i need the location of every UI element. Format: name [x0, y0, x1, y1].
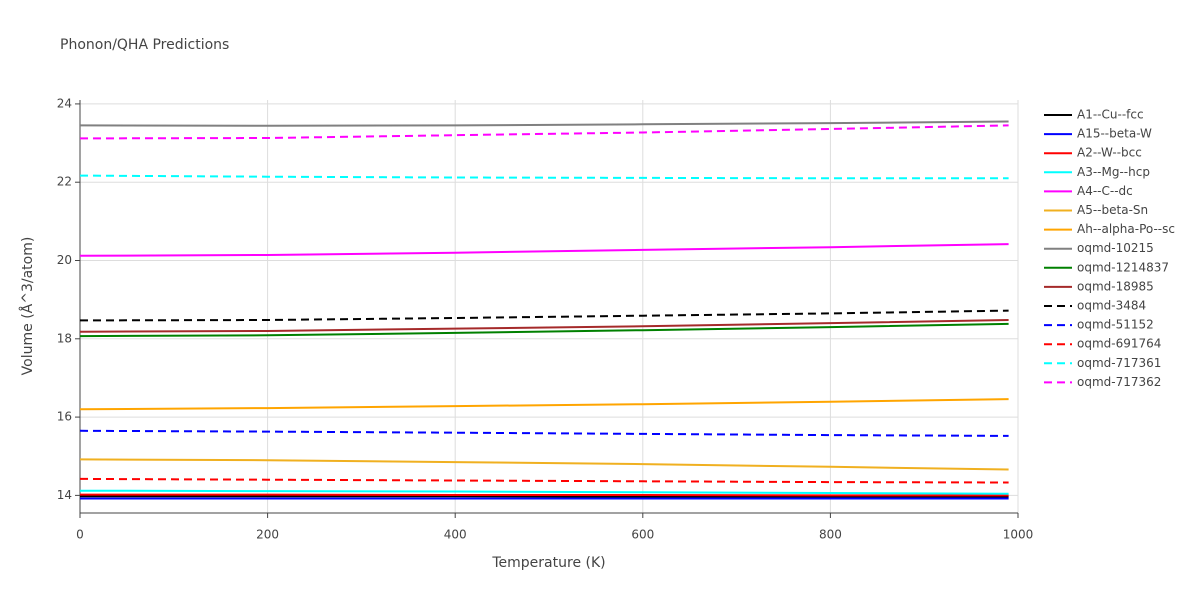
x-tick-label: 800	[819, 528, 842, 542]
y-tick-label: 14	[57, 488, 72, 502]
legend-label: oqmd-717361	[1077, 356, 1161, 370]
legend-label: A5--beta-Sn	[1077, 203, 1148, 217]
legend-label: oqmd-10215	[1077, 241, 1154, 255]
series-line	[79, 319, 1009, 333]
series-line	[79, 174, 1009, 180]
series-line	[79, 309, 1009, 322]
series-line	[79, 243, 1009, 257]
series-line	[79, 458, 1009, 471]
legend-label: A2--W--bcc	[1077, 146, 1142, 160]
legend-label: A3--Mg--hcp	[1077, 165, 1150, 179]
y-tick-label: 18	[57, 331, 72, 345]
y-tick-label: 22	[57, 175, 72, 189]
series-line	[79, 489, 1009, 495]
legend-label: A1--Cu--fcc	[1077, 108, 1144, 122]
x-tick-label: 400	[444, 528, 467, 542]
y-axis-title: Volume (Å^3/atom)	[19, 237, 36, 376]
legend-label: A15--beta-W	[1077, 127, 1152, 141]
x-tick-label: 1000	[1003, 528, 1034, 542]
x-tick-label: 0	[76, 528, 84, 542]
y-tick-label: 16	[57, 410, 72, 424]
x-tick-label: 600	[631, 528, 654, 542]
series-line	[79, 120, 1009, 127]
legend-label: oqmd-51152	[1077, 318, 1154, 332]
series-line	[79, 429, 1009, 437]
series-line	[79, 398, 1009, 411]
series-line	[79, 124, 1009, 140]
series-line	[80, 493, 1009, 497]
legend-label: oqmd-691764	[1077, 337, 1161, 351]
legend-label: oqmd-1214837	[1077, 260, 1169, 274]
legend-label: oqmd-717362	[1077, 375, 1161, 389]
series-line	[79, 477, 1009, 484]
legend-label: Ah--alpha-Po--sc	[1077, 222, 1175, 236]
chart-title: Phonon/QHA Predictions	[60, 37, 229, 53]
x-axis-title: Temperature (K)	[491, 555, 605, 571]
y-tick-label: 20	[57, 253, 72, 267]
legend-label: oqmd-3484	[1077, 299, 1146, 313]
legend-label: A4--C--dc	[1077, 184, 1133, 198]
series-line	[79, 322, 1009, 338]
x-tick-label: 200	[256, 528, 279, 542]
legend-label: oqmd-18985	[1077, 279, 1154, 293]
y-tick-label: 24	[57, 96, 72, 110]
